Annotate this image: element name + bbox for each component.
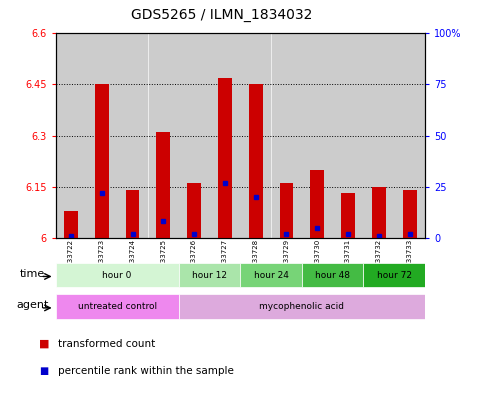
- Text: ■: ■: [39, 366, 48, 376]
- Text: agent: agent: [16, 300, 49, 310]
- Text: percentile rank within the sample: percentile rank within the sample: [58, 366, 234, 376]
- Text: hour 48: hour 48: [315, 271, 350, 279]
- Bar: [311, 170, 324, 238]
- Text: hour 72: hour 72: [377, 271, 412, 279]
- Bar: [249, 84, 263, 238]
- Bar: [126, 190, 140, 238]
- Bar: [403, 190, 416, 238]
- Bar: [95, 84, 109, 238]
- Bar: [56, 294, 179, 319]
- Bar: [395, 33, 425, 238]
- Bar: [272, 33, 301, 238]
- Text: hour 24: hour 24: [254, 271, 288, 279]
- Bar: [210, 33, 240, 238]
- Bar: [364, 263, 425, 287]
- Bar: [364, 33, 394, 238]
- Bar: [118, 33, 147, 238]
- Bar: [149, 33, 178, 238]
- Bar: [341, 193, 355, 238]
- Bar: [240, 263, 302, 287]
- Text: transformed count: transformed count: [58, 339, 155, 349]
- Bar: [179, 33, 209, 238]
- Text: GDS5265 / ILMN_1834032: GDS5265 / ILMN_1834032: [131, 7, 313, 22]
- Bar: [218, 78, 232, 238]
- Bar: [64, 211, 78, 238]
- Bar: [56, 263, 179, 287]
- Bar: [280, 183, 293, 238]
- Text: ■: ■: [39, 339, 49, 349]
- Text: mycophenolic acid: mycophenolic acid: [259, 302, 344, 311]
- Bar: [187, 183, 201, 238]
- Bar: [302, 33, 332, 238]
- Bar: [179, 263, 240, 287]
- Bar: [241, 33, 270, 238]
- Text: hour 0: hour 0: [102, 271, 132, 279]
- Bar: [333, 33, 363, 238]
- Text: hour 12: hour 12: [192, 271, 227, 279]
- Bar: [56, 33, 85, 238]
- Text: untreated control: untreated control: [78, 302, 156, 311]
- Bar: [302, 263, 364, 287]
- Bar: [372, 187, 386, 238]
- Bar: [179, 294, 425, 319]
- Text: time: time: [20, 269, 45, 279]
- Bar: [156, 132, 170, 238]
- Bar: [87, 33, 116, 238]
